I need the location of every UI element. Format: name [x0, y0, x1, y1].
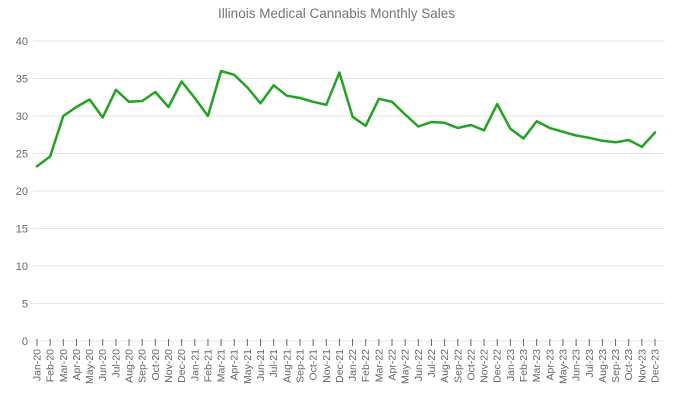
- x-axis-label: Dec-23: [650, 349, 662, 383]
- x-axis-label: Dec-22: [492, 349, 504, 383]
- x-axis-label: Mar-20: [58, 349, 70, 382]
- x-axis-label: Jan-23: [505, 349, 517, 381]
- x-axis-label: Sep-21: [294, 349, 306, 383]
- y-axis-label: 10: [16, 261, 28, 273]
- x-axis-label: Mar-23: [531, 349, 543, 382]
- x-axis-label: Feb-20: [45, 349, 57, 382]
- x-axis-label: Apr-23: [544, 349, 556, 381]
- sales-line: [35, 69, 657, 168]
- x-axis-label: Aug-23: [597, 349, 609, 383]
- y-axis-label: 15: [16, 224, 28, 236]
- x-axis-label: Jan-20: [32, 349, 44, 381]
- x-axis-label: Oct-20: [150, 349, 162, 381]
- x-axis-label: Dec-21: [334, 349, 346, 383]
- x-axis-label: Oct-22: [465, 349, 477, 381]
- y-axis-label: 40: [16, 36, 28, 48]
- x-axis-label: Jun-22: [413, 349, 425, 381]
- x-axis-label: May-21: [242, 349, 254, 384]
- x-axis-label: Jul-22: [426, 349, 438, 378]
- x-axis-label: Jun-23: [571, 349, 583, 381]
- x-axis-label: Nov-22: [479, 349, 491, 383]
- x-axis-label: Apr-20: [71, 349, 83, 381]
- x-axis-label: Jan-21: [189, 349, 201, 381]
- x-axis-label: Apr-22: [387, 349, 399, 381]
- x-axis-label: Oct-21: [308, 349, 320, 381]
- x-axis-label: Mar-22: [373, 349, 385, 382]
- x-axis-label: Aug-20: [124, 349, 136, 383]
- x-axis-label: Jul-23: [584, 349, 596, 378]
- y-axis-label: 5: [22, 299, 28, 311]
- y-axis-label: 30: [16, 111, 28, 123]
- x-axis-label: May-20: [84, 349, 96, 384]
- x-axis-label: Aug-22: [439, 349, 451, 383]
- x-axis-label: Jul-21: [268, 349, 280, 378]
- x-axis-label: Nov-23: [636, 349, 648, 383]
- x-axis-label: Feb-23: [518, 349, 530, 382]
- y-axis-label: 35: [16, 74, 28, 86]
- x-axis-label: Sep-20: [137, 349, 149, 383]
- x-axis-label: Nov-21: [321, 349, 333, 383]
- x-axis-label: Jan-22: [347, 349, 359, 381]
- x-axis-label: Oct-23: [623, 349, 635, 381]
- y-axis-label: 25: [16, 149, 28, 161]
- x-axis-label: Apr-21: [229, 349, 241, 381]
- x-axis-label: Mar-21: [216, 349, 228, 382]
- x-axis-label: Feb-21: [202, 349, 214, 382]
- x-axis-label: May-22: [400, 349, 412, 384]
- x-axis-label: Dec-20: [176, 349, 188, 383]
- y-axis-label: 0: [22, 336, 28, 348]
- chart-title: Illinois Medical Cannabis Monthly Sales: [217, 6, 456, 21]
- y-axis-label: 20: [16, 186, 28, 198]
- x-axis-label: Jul-20: [110, 349, 122, 378]
- x-axis-label: Nov-20: [163, 349, 175, 383]
- x-axis-label: Jun-20: [97, 349, 109, 381]
- x-axis-label: Jun-21: [255, 349, 267, 381]
- x-axis-label: May-23: [557, 349, 569, 384]
- x-axis-label: Aug-21: [281, 349, 293, 383]
- x-axis-label: Feb-22: [360, 349, 372, 382]
- x-axis-label: Sep-22: [452, 349, 464, 383]
- x-axis-label: Sep-23: [610, 349, 622, 383]
